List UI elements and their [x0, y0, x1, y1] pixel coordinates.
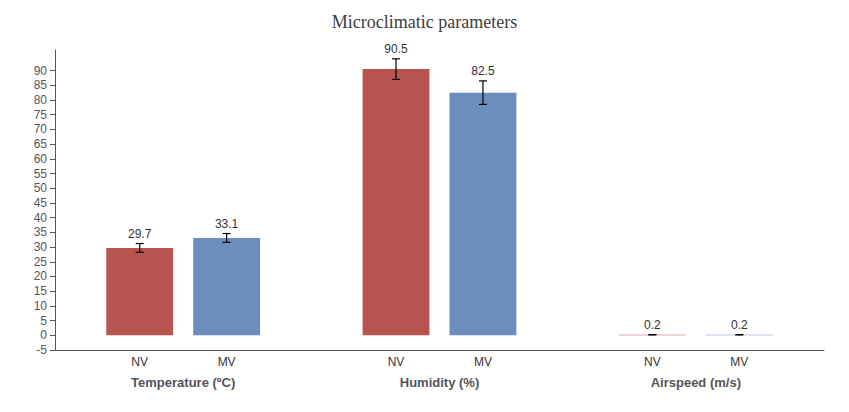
svg-text:Airspeed (m/s): Airspeed (m/s) — [651, 375, 741, 390]
svg-text:80: 80 — [34, 93, 48, 107]
svg-text:45: 45 — [34, 196, 48, 210]
svg-text:30: 30 — [34, 240, 48, 254]
svg-text:65: 65 — [34, 137, 48, 151]
svg-text:85: 85 — [34, 78, 48, 92]
svg-text:33.1: 33.1 — [215, 217, 239, 231]
svg-text:0.2: 0.2 — [644, 318, 661, 332]
svg-text:15: 15 — [34, 284, 48, 298]
svg-text:29.7: 29.7 — [128, 227, 152, 241]
svg-text:55: 55 — [34, 167, 48, 181]
svg-text:10: 10 — [34, 299, 48, 313]
svg-text:82.5: 82.5 — [471, 64, 495, 78]
svg-text:-5: -5 — [36, 343, 47, 357]
svg-text:35: 35 — [34, 225, 48, 239]
svg-text:Temperature (ºC): Temperature (ºC) — [131, 375, 235, 390]
svg-text:50: 50 — [34, 181, 48, 195]
svg-text:5: 5 — [40, 314, 47, 328]
svg-text:0.2: 0.2 — [731, 318, 748, 332]
svg-text:75: 75 — [34, 108, 48, 122]
svg-text:MV: MV — [730, 355, 748, 369]
svg-text:NV: NV — [388, 355, 405, 369]
svg-text:NV: NV — [131, 355, 148, 369]
svg-text:0: 0 — [40, 328, 47, 342]
svg-text:25: 25 — [34, 255, 48, 269]
svg-text:40: 40 — [34, 211, 48, 225]
svg-text:MV: MV — [474, 355, 492, 369]
svg-text:60: 60 — [34, 152, 48, 166]
svg-text:70: 70 — [34, 122, 48, 136]
svg-text:Humidity (%): Humidity (%) — [400, 375, 479, 390]
svg-text:Microclimatic parameters: Microclimatic parameters — [332, 12, 517, 32]
svg-text:90.5: 90.5 — [384, 42, 408, 56]
svg-text:NV: NV — [644, 355, 661, 369]
svg-text:MV: MV — [218, 355, 236, 369]
svg-text:90: 90 — [34, 64, 48, 78]
svg-text:20: 20 — [34, 269, 48, 283]
